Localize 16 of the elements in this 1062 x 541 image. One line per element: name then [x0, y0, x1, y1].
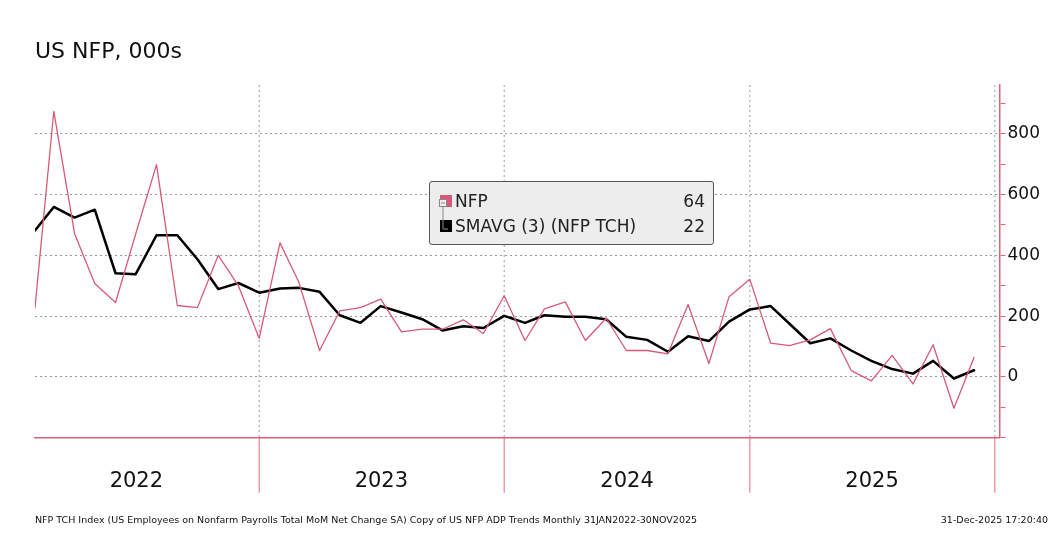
y-tick-label: 0 [1007, 365, 1019, 386]
legend-label: NFP [455, 190, 489, 211]
x-tick-label: 2023 [354, 467, 409, 492]
text: NFP TCH Index (US Employees on Nonfarm Payrolls Total MoM Net Change SA) Copy of US NFP ADP Trends Monthly 31JAN2022-30NOV2025 [35, 514, 698, 525]
y-tick-label: 400 [1007, 243, 1041, 264]
x-tick-label: 2024 [600, 467, 654, 492]
y-tick-label: 600 [1007, 182, 1041, 203]
chart-title: US NFP, 000s [35, 38, 182, 63]
annotation: 64 [683, 190, 705, 211]
text: 31-Dec-2025 17:20:40 [940, 514, 1048, 525]
x-tick-label: 2025 [845, 467, 899, 492]
annotation: 22 [683, 215, 705, 236]
x-tick-label: 2022 [109, 467, 164, 492]
y-tick-label: 800 [1007, 122, 1041, 143]
y-tick-label: 200 [1007, 304, 1041, 325]
legend-label: SMAVG (3) (NFP TCH) [455, 215, 638, 236]
